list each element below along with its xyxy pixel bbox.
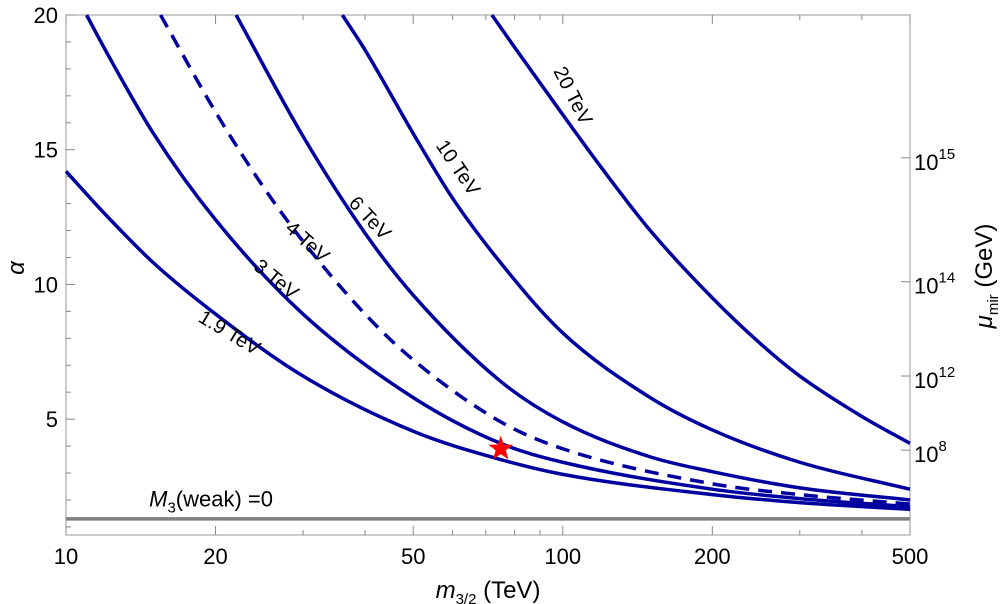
curve-6-tev [234,14,911,502]
x-axis-title: m3/2 (TeV) [436,577,541,604]
y-tick-label: 20 [34,3,58,28]
curve-20-tev [490,13,911,445]
y2-tick-label: 1015 [914,146,955,175]
curve-label: 20 TeV [548,63,596,129]
marker-layer [488,435,514,460]
y-axis-title: α [3,260,30,275]
y2-tick-labels: 108 1012 1014 1015 [914,146,955,467]
curve-label: 1.9 TeV [195,306,265,360]
y2-tick-label: 1012 [914,364,955,393]
y2-axis-title: μmir (GeV) [971,224,1000,330]
star-marker [488,435,514,460]
y-tick-label: 15 [34,138,58,163]
x-tick-label: 100 [544,544,581,569]
curve-label: 3 TeV [249,255,303,304]
y-tick-labels: 5 10 15 20 [34,3,58,432]
curve-3-tev [85,14,911,509]
y2-tick-label: 1014 [914,270,955,299]
curve-10-tev [340,14,911,491]
curve-layer [64,13,911,512]
x-tick-label: 50 [401,544,425,569]
reference-layer: M3(weak) =0 [66,487,910,521]
y-tick-label: 5 [46,407,58,432]
curve-label: 4 TeV [281,217,334,268]
tick-marks [65,14,911,535]
curve-1-9-tev [64,170,911,512]
curve-4-tev [159,14,911,506]
y2-tick-label: 108 [914,438,947,467]
x-tick-label: 200 [694,544,731,569]
plot-frame [65,14,911,536]
x-tick-label: 500 [892,544,929,569]
y-tick-label: 10 [34,272,58,297]
x-tick-label: 20 [203,544,227,569]
curve-label: 10 TeV [431,136,484,200]
x-tick-labels: 10 20 50 100 200 500 [54,544,929,569]
x-tick-label: 10 [54,544,78,569]
reference-line-label: M3(weak) =0 [149,487,273,517]
